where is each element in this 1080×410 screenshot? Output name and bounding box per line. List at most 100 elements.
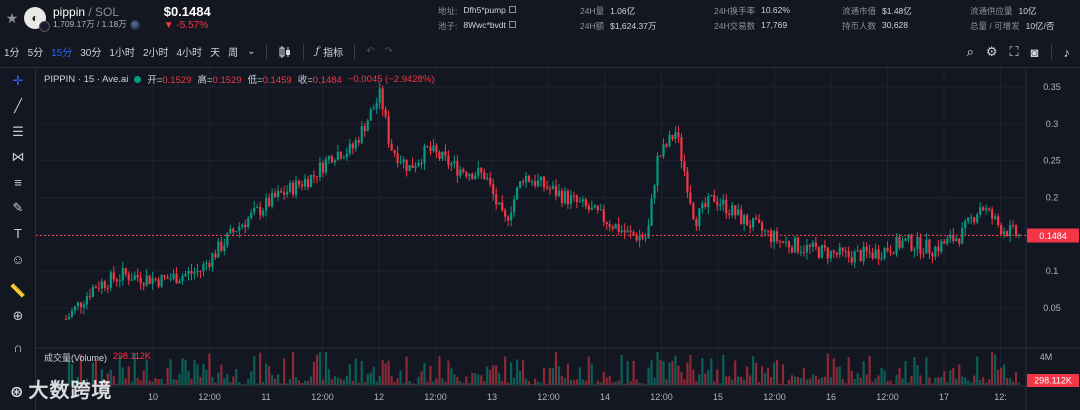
volume-bar <box>778 383 782 385</box>
text-tool-icon[interactable]: T <box>14 226 22 242</box>
fullscreen-icon[interactable]: ⛶ <box>1009 44 1019 59</box>
volume-bar <box>898 367 901 385</box>
volume-bar <box>256 383 259 385</box>
timeframe-4小时[interactable]: 4小时 <box>176 48 203 59</box>
candle-body <box>312 175 316 177</box>
pattern-icon[interactable]: ⋈ <box>11 149 25 165</box>
volume-bar <box>617 380 620 385</box>
timeframe-1小时[interactable]: 1小时 <box>109 48 135 59</box>
candle-body <box>955 238 958 242</box>
redo-icon[interactable]: ↷ <box>384 46 393 57</box>
token-info: pippin / SOL 1,709.17万 / 1.18万 ◎ <box>53 6 140 30</box>
trend-line-icon[interactable]: ╱ <box>14 98 22 114</box>
chevron-down-icon[interactable]: ⌄ <box>247 46 256 57</box>
volume-bar <box>97 383 100 385</box>
fib-retracement-icon[interactable]: ≡ <box>14 175 22 191</box>
volume-bar <box>949 370 952 385</box>
volume-bar <box>728 376 731 385</box>
magnet-icon[interactable]: ∩ <box>13 340 23 356</box>
volume-bar <box>109 369 112 385</box>
undo-icon[interactable]: ↶ <box>366 46 375 57</box>
candle-body <box>892 252 895 254</box>
timeframe-5分[interactable]: 5分 <box>27 48 44 59</box>
camera-icon[interactable]: ◙ <box>1030 44 1039 60</box>
candle-body <box>970 217 973 219</box>
timeframe-2小时[interactable]: 2小时 <box>142 48 169 59</box>
volume-bar <box>199 376 202 385</box>
candle-body <box>766 230 770 232</box>
volume-bar <box>755 362 758 385</box>
candle-body <box>922 253 925 255</box>
candle-body <box>829 250 832 259</box>
settings-gear-icon[interactable]: ⚙ <box>985 44 998 59</box>
candle-body <box>420 162 423 164</box>
timeframe-15分[interactable]: 15分 <box>51 48 73 59</box>
x-tick-label: 12 <box>374 392 384 402</box>
indicators-button[interactable]: ƒ 指标 <box>310 44 348 59</box>
candle-body <box>877 249 880 259</box>
high-label: 高= <box>197 75 213 86</box>
timeframe-30分[interactable]: 30分 <box>80 48 102 59</box>
candle-body <box>399 162 402 164</box>
candle-body <box>521 181 525 183</box>
brush-icon[interactable]: ✎ <box>12 200 24 216</box>
copy-icon[interactable] <box>508 5 516 13</box>
favorite-star-icon[interactable]: ★ <box>5 9 19 26</box>
ruler-icon[interactable]: 📏 <box>9 282 27 298</box>
crosshair-icon[interactable]: ✛ <box>12 72 24 88</box>
chain-badge-icon <box>39 21 50 32</box>
candle-body <box>844 250 847 252</box>
candle-body <box>775 231 779 242</box>
candle-body <box>653 185 656 199</box>
volume-bar <box>327 369 330 385</box>
zoom-in-icon[interactable]: ⊕ <box>12 308 24 324</box>
candle-type-icon[interactable] <box>273 45 297 59</box>
candle-body <box>519 181 522 188</box>
volume-bar <box>277 374 280 385</box>
candle-body <box>808 245 811 247</box>
volume-bar <box>211 377 214 385</box>
volume-bar <box>300 382 304 385</box>
volume-bar <box>539 382 543 385</box>
candle-body <box>755 218 758 220</box>
stat-label: 流通供应量 <box>970 5 1013 16</box>
zoom-search-icon[interactable]: ⌕ <box>966 44 974 59</box>
volume-bar <box>423 363 426 385</box>
candle-body <box>599 209 602 211</box>
chart-svg[interactable]: 0.350.30.250.20.150.10.051012:001112:001… <box>36 68 1080 410</box>
timeframe-天[interactable]: 天 <box>210 48 221 59</box>
candle-body <box>701 203 704 209</box>
candle-body <box>250 212 253 219</box>
volume-bar <box>205 369 208 385</box>
horizontal-lines-icon[interactable]: ☰ <box>12 123 24 139</box>
candle-body <box>781 241 785 243</box>
volume-bar <box>103 381 106 385</box>
token-pair-title[interactable]: pippin / SOL <box>53 6 140 19</box>
volume-bar <box>112 376 115 385</box>
candle-body <box>262 210 265 216</box>
emoji-icon[interactable]: ☺ <box>11 251 25 267</box>
volume-bar <box>181 358 184 385</box>
price-chart[interactable]: 0.350.30.250.20.150.10.051012:001112:001… <box>10 68 1080 410</box>
candle-body <box>596 205 599 211</box>
stat-row[interactable]: 池子: 8Wwc*bvdt <box>438 20 580 32</box>
solana-chain-icon: ◎ <box>129 19 140 30</box>
timeframe-周[interactable]: 周 <box>228 48 239 59</box>
stat-row[interactable]: 地址: Dfh5*pump <box>438 5 580 17</box>
volume-bar <box>510 362 513 385</box>
timeframe-1分[interactable]: 1分 <box>4 48 20 59</box>
drawing-tools-sidebar: ✛ ╱ ☰ ⋈ ≡ ✎ T ☺ 📏 ⊕ ∩ <box>0 68 36 410</box>
volume-bar <box>351 380 354 385</box>
candle-body <box>999 224 1003 235</box>
alert-bell-icon[interactable]: ♪ <box>1063 44 1071 60</box>
volume-bar <box>247 378 250 385</box>
candle-body <box>946 238 949 244</box>
copy-icon[interactable] <box>508 20 516 28</box>
volume-bar <box>1011 381 1015 385</box>
candle-body <box>282 192 286 195</box>
candle-body <box>480 168 483 173</box>
candle-body <box>172 273 175 279</box>
volume-bar <box>928 377 931 385</box>
candle-body <box>925 239 928 254</box>
volume-bar <box>133 353 136 385</box>
